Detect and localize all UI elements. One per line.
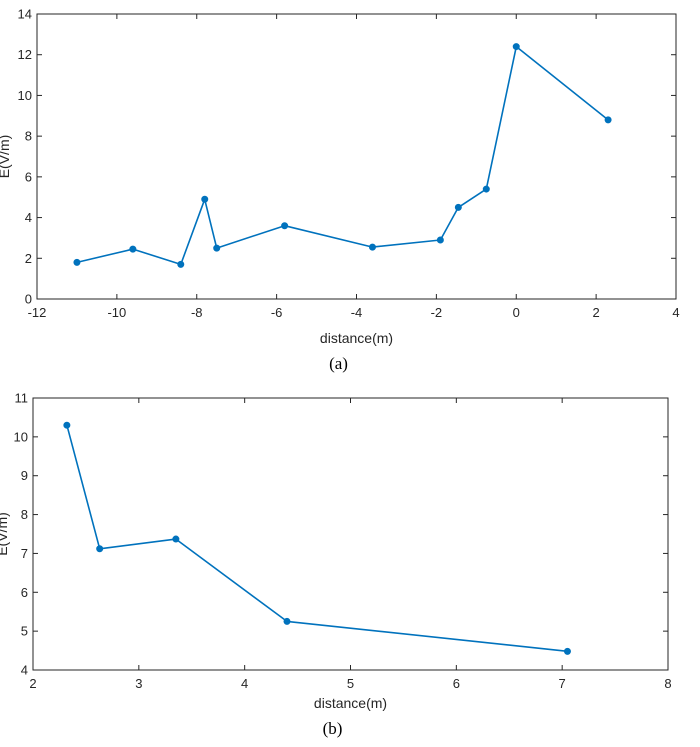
y-tick-label: 2 <box>25 251 32 266</box>
chart-caption: (b) <box>323 719 343 738</box>
chart-caption: (a) <box>329 354 348 373</box>
y-tick-label: 7 <box>21 546 28 561</box>
data-point <box>129 245 137 253</box>
y-tick-label: 4 <box>25 210 32 225</box>
x-tick-label: 0 <box>513 305 520 320</box>
x-tick-label: 4 <box>672 305 679 320</box>
y-tick-label: 10 <box>14 429 28 444</box>
data-point <box>73 258 81 266</box>
x-tick-label: -6 <box>271 305 283 320</box>
x-tick-label: -8 <box>191 305 203 320</box>
y-tick-label: 0 <box>25 292 32 307</box>
data-point <box>96 545 104 553</box>
x-axis-label: distance(m) <box>314 695 387 711</box>
data-point <box>177 260 185 268</box>
data-point <box>201 195 209 203</box>
y-tick-label: 6 <box>25 169 32 184</box>
data-point <box>368 243 376 251</box>
data-point <box>454 203 462 211</box>
chart-panel-a: -12 -10 -8 -6 -4 -2 0 2 4 0 2 4 6 8 10 12 14 distance(m) E… <box>0 7 680 374</box>
x-axis-label: distance(m) <box>320 330 393 346</box>
data-point <box>512 43 520 51</box>
plot-area <box>36 13 677 300</box>
y-tick-label: 8 <box>21 507 28 522</box>
data-point <box>172 535 180 543</box>
y-tick-label: 4 <box>21 663 28 678</box>
data-point <box>563 647 571 655</box>
x-tick-label: -12 <box>28 305 47 320</box>
x-tick-label: 2 <box>29 676 36 691</box>
series-line <box>76 45 609 266</box>
chart-panel-b: 2 3 4 5 6 7 8 4 5 6 7 8 9 10 11 distance(m) E(V/m) (b) <box>0 391 672 739</box>
y-tick-label: 8 <box>25 129 32 144</box>
y-axis-label: E(V/m) <box>0 135 12 179</box>
y-tick-label: 5 <box>21 624 28 639</box>
y-tick-label: 12 <box>18 47 32 62</box>
x-tick-label: 5 <box>347 676 354 691</box>
data-point <box>436 236 444 244</box>
plot-area <box>32 397 669 671</box>
x-tick-label: 4 <box>241 676 248 691</box>
x-tick-label: -2 <box>431 305 443 320</box>
x-tick-label: 3 <box>135 676 142 691</box>
x-tick-label: 7 <box>559 676 566 691</box>
data-point <box>63 421 71 429</box>
data-point <box>482 185 490 193</box>
y-tick-label: 9 <box>21 468 28 483</box>
x-tick-label: 2 <box>593 305 600 320</box>
y-axis-label: E(V/m) <box>0 512 10 556</box>
x-tick-label: -10 <box>107 305 126 320</box>
y-tick-label: 14 <box>18 7 32 22</box>
data-point <box>281 222 289 230</box>
x-tick-label: 8 <box>664 676 671 691</box>
data-point <box>604 116 612 124</box>
y-tick-label: 6 <box>21 585 28 600</box>
x-tick-label: -4 <box>351 305 363 320</box>
y-tick-label: 11 <box>15 391 29 406</box>
data-point <box>213 244 221 252</box>
data-point <box>283 617 291 625</box>
y-tick-label: 10 <box>18 88 32 103</box>
x-tick-label: 6 <box>453 676 460 691</box>
